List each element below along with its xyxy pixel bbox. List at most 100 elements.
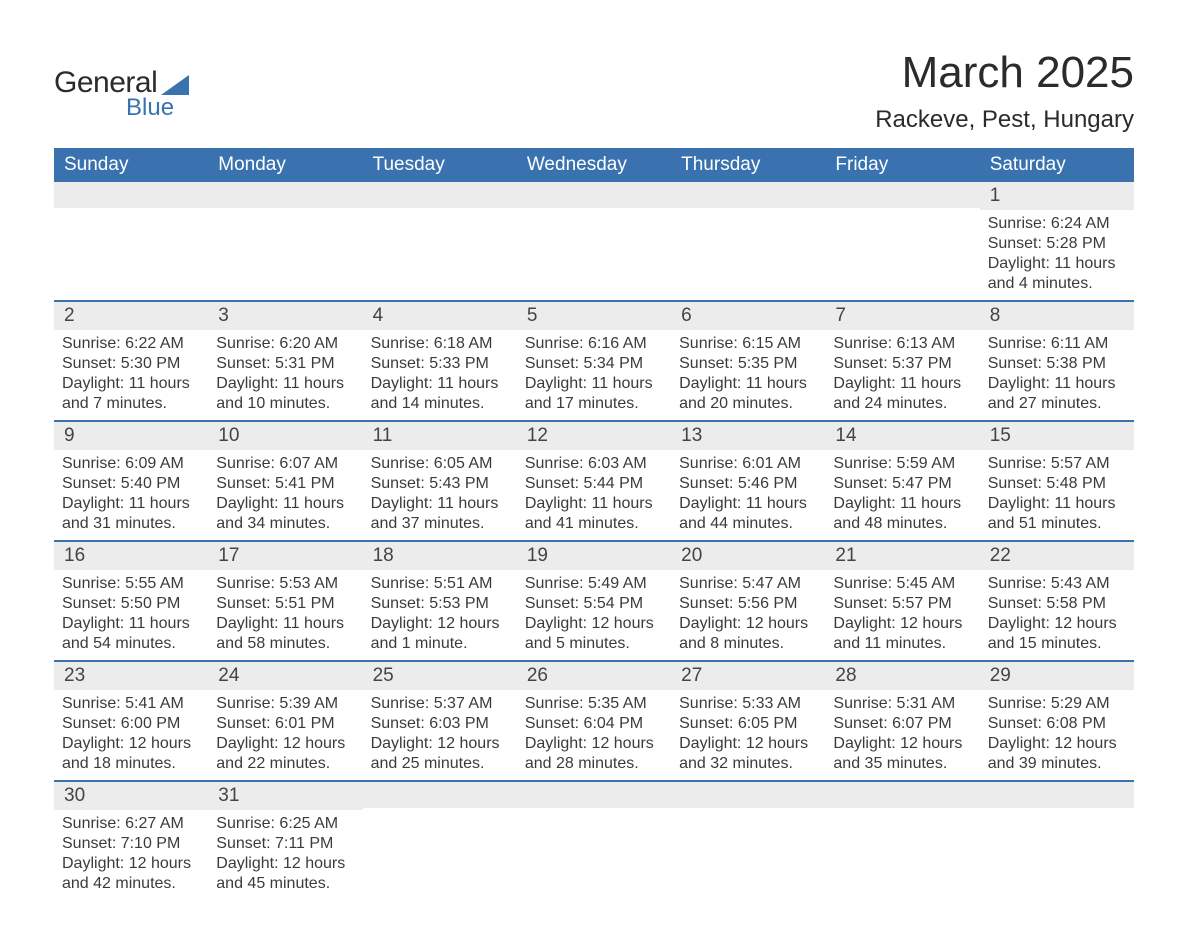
day-cell xyxy=(363,182,517,300)
day-details: Sunrise: 6:22 AMSunset: 5:30 PMDaylight:… xyxy=(54,330,208,420)
day-number: 18 xyxy=(363,542,517,570)
day-cell: 26Sunrise: 5:35 AMSunset: 6:04 PMDayligh… xyxy=(517,662,671,780)
day-details: Sunrise: 6:03 AMSunset: 5:44 PMDaylight:… xyxy=(517,450,671,540)
day-cell: 27Sunrise: 5:33 AMSunset: 6:05 PMDayligh… xyxy=(671,662,825,780)
sunset-text: Sunset: 5:56 PM xyxy=(679,594,817,614)
sunrise-text: Sunrise: 6:09 AM xyxy=(62,454,200,474)
day-number xyxy=(517,182,671,208)
day-number xyxy=(825,182,979,208)
day-number: 2 xyxy=(54,302,208,330)
weekday-header-row: Sunday Monday Tuesday Wednesday Thursday… xyxy=(54,148,1134,182)
day-cell xyxy=(208,182,362,300)
day-cell: 8Sunrise: 6:11 AMSunset: 5:38 PMDaylight… xyxy=(980,302,1134,420)
sunset-text: Sunset: 5:43 PM xyxy=(371,474,509,494)
day-number: 13 xyxy=(671,422,825,450)
sunset-text: Sunset: 5:57 PM xyxy=(833,594,971,614)
week-row: 1Sunrise: 6:24 AMSunset: 5:28 PMDaylight… xyxy=(54,182,1134,300)
daylight-text: Daylight: 11 hours and 37 minutes. xyxy=(371,494,509,534)
day-cell: 30Sunrise: 6:27 AMSunset: 7:10 PMDayligh… xyxy=(54,782,208,900)
week-row: 9Sunrise: 6:09 AMSunset: 5:40 PMDaylight… xyxy=(54,420,1134,540)
day-cell: 14Sunrise: 5:59 AMSunset: 5:47 PMDayligh… xyxy=(825,422,979,540)
sunrise-text: Sunrise: 5:33 AM xyxy=(679,694,817,714)
day-number: 12 xyxy=(517,422,671,450)
day-number xyxy=(363,182,517,208)
day-number: 25 xyxy=(363,662,517,690)
day-details: Sunrise: 6:11 AMSunset: 5:38 PMDaylight:… xyxy=(980,330,1134,420)
day-details: Sunrise: 5:41 AMSunset: 6:00 PMDaylight:… xyxy=(54,690,208,780)
day-number: 23 xyxy=(54,662,208,690)
daylight-text: Daylight: 12 hours and 11 minutes. xyxy=(833,614,971,654)
day-number: 16 xyxy=(54,542,208,570)
day-details: Sunrise: 5:35 AMSunset: 6:04 PMDaylight:… xyxy=(517,690,671,780)
day-details: Sunrise: 5:51 AMSunset: 5:53 PMDaylight:… xyxy=(363,570,517,660)
day-cell: 15Sunrise: 5:57 AMSunset: 5:48 PMDayligh… xyxy=(980,422,1134,540)
day-details: Sunrise: 5:55 AMSunset: 5:50 PMDaylight:… xyxy=(54,570,208,660)
day-number xyxy=(980,782,1134,808)
sunset-text: Sunset: 5:48 PM xyxy=(988,474,1126,494)
day-cell: 1Sunrise: 6:24 AMSunset: 5:28 PMDaylight… xyxy=(980,182,1134,300)
sunrise-text: Sunrise: 5:57 AM xyxy=(988,454,1126,474)
day-number: 22 xyxy=(980,542,1134,570)
sunrise-text: Sunrise: 6:20 AM xyxy=(216,334,354,354)
day-details: Sunrise: 6:01 AMSunset: 5:46 PMDaylight:… xyxy=(671,450,825,540)
day-number: 5 xyxy=(517,302,671,330)
day-cell: 9Sunrise: 6:09 AMSunset: 5:40 PMDaylight… xyxy=(54,422,208,540)
day-number xyxy=(517,782,671,808)
daylight-text: Daylight: 11 hours and 44 minutes. xyxy=(679,494,817,534)
sunrise-text: Sunrise: 5:53 AM xyxy=(216,574,354,594)
day-details: Sunrise: 6:05 AMSunset: 5:43 PMDaylight:… xyxy=(363,450,517,540)
day-cell: 13Sunrise: 6:01 AMSunset: 5:46 PMDayligh… xyxy=(671,422,825,540)
sunrise-text: Sunrise: 6:16 AM xyxy=(525,334,663,354)
weekday-header: Saturday xyxy=(980,148,1134,182)
day-cell: 4Sunrise: 6:18 AMSunset: 5:33 PMDaylight… xyxy=(363,302,517,420)
sunrise-text: Sunrise: 6:27 AM xyxy=(62,814,200,834)
sunrise-text: Sunrise: 6:25 AM xyxy=(216,814,354,834)
day-number: 9 xyxy=(54,422,208,450)
day-cell: 19Sunrise: 5:49 AMSunset: 5:54 PMDayligh… xyxy=(517,542,671,660)
week-row: 23Sunrise: 5:41 AMSunset: 6:00 PMDayligh… xyxy=(54,660,1134,780)
sunset-text: Sunset: 6:05 PM xyxy=(679,714,817,734)
sunrise-text: Sunrise: 5:45 AM xyxy=(833,574,971,594)
sunset-text: Sunset: 5:53 PM xyxy=(371,594,509,614)
location-subtitle: Rackeve, Pest, Hungary xyxy=(875,106,1134,134)
sunrise-text: Sunrise: 5:43 AM xyxy=(988,574,1126,594)
sunrise-text: Sunrise: 5:51 AM xyxy=(371,574,509,594)
sunset-text: Sunset: 5:37 PM xyxy=(833,354,971,374)
day-details: Sunrise: 5:43 AMSunset: 5:58 PMDaylight:… xyxy=(980,570,1134,660)
day-number: 10 xyxy=(208,422,362,450)
day-details: Sunrise: 5:37 AMSunset: 6:03 PMDaylight:… xyxy=(363,690,517,780)
daylight-text: Daylight: 12 hours and 15 minutes. xyxy=(988,614,1126,654)
day-number: 1 xyxy=(980,182,1134,210)
day-cell: 17Sunrise: 5:53 AMSunset: 5:51 PMDayligh… xyxy=(208,542,362,660)
weekday-header: Sunday xyxy=(54,148,208,182)
sunset-text: Sunset: 5:50 PM xyxy=(62,594,200,614)
daylight-text: Daylight: 11 hours and 51 minutes. xyxy=(988,494,1126,534)
weekday-header: Monday xyxy=(208,148,362,182)
weekday-header: Thursday xyxy=(671,148,825,182)
day-number: 4 xyxy=(363,302,517,330)
sunrise-text: Sunrise: 5:39 AM xyxy=(216,694,354,714)
sunrise-text: Sunrise: 6:01 AM xyxy=(679,454,817,474)
daylight-text: Daylight: 11 hours and 48 minutes. xyxy=(833,494,971,534)
day-cell: 10Sunrise: 6:07 AMSunset: 5:41 PMDayligh… xyxy=(208,422,362,540)
sunset-text: Sunset: 6:08 PM xyxy=(988,714,1126,734)
sunset-text: Sunset: 6:03 PM xyxy=(371,714,509,734)
sunset-text: Sunset: 5:31 PM xyxy=(216,354,354,374)
daylight-text: Daylight: 11 hours and 54 minutes. xyxy=(62,614,200,654)
sunrise-text: Sunrise: 5:41 AM xyxy=(62,694,200,714)
sunrise-text: Sunrise: 5:29 AM xyxy=(988,694,1126,714)
sunrise-text: Sunrise: 6:24 AM xyxy=(988,214,1126,234)
day-number xyxy=(671,782,825,808)
sunset-text: Sunset: 6:00 PM xyxy=(62,714,200,734)
daylight-text: Daylight: 11 hours and 41 minutes. xyxy=(525,494,663,534)
sunset-text: Sunset: 5:33 PM xyxy=(371,354,509,374)
sunrise-text: Sunrise: 6:22 AM xyxy=(62,334,200,354)
day-cell xyxy=(825,182,979,300)
day-cell: 23Sunrise: 5:41 AMSunset: 6:00 PMDayligh… xyxy=(54,662,208,780)
day-cell: 7Sunrise: 6:13 AMSunset: 5:37 PMDaylight… xyxy=(825,302,979,420)
day-number: 21 xyxy=(825,542,979,570)
daylight-text: Daylight: 12 hours and 18 minutes. xyxy=(62,734,200,774)
day-number: 7 xyxy=(825,302,979,330)
sunset-text: Sunset: 5:44 PM xyxy=(525,474,663,494)
daylight-text: Daylight: 11 hours and 34 minutes. xyxy=(216,494,354,534)
